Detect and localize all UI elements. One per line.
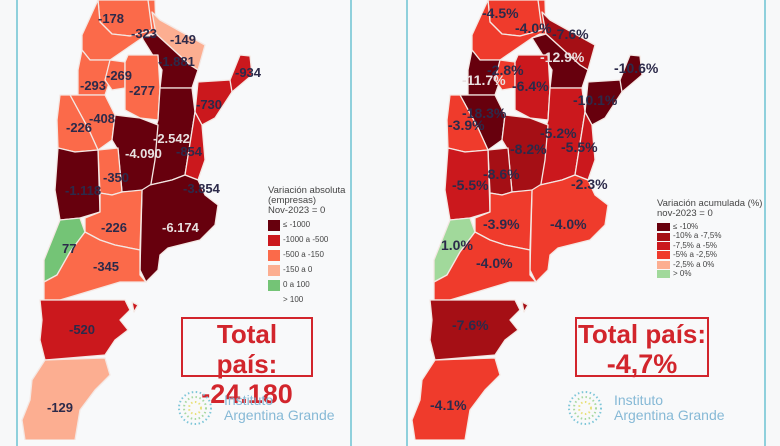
label-caba: -3.854 [183, 181, 221, 196]
label-misiones: -934 [235, 65, 262, 80]
legend-item: -7,5% a -5% [657, 241, 762, 250]
logo-dots-icon [568, 391, 602, 425]
legend-item: -150 a 0 [268, 264, 345, 276]
logo-line2: Argentina Grande [224, 407, 335, 423]
label-caba-pct: -2.3% [571, 176, 608, 192]
legend-item: -10% a -7,5% [657, 231, 762, 241]
label-santiago-pct: -6.4% [512, 78, 549, 94]
label-tucuman-pct: -2.8% [487, 62, 524, 78]
total-value: -4,7% [606, 349, 678, 379]
label-corrientes-pct: -10.1% [573, 92, 618, 108]
legend-title-line1: Variación acumulada (%) [657, 198, 763, 209]
legend-cumulative: Variación acumulada (%) nov-2023 = 0 ≤ -… [657, 198, 763, 279]
total-box-cumulative: Total país: -4,7% [575, 317, 709, 379]
label-larioja: -408 [89, 111, 115, 126]
total-label: Total país: [577, 319, 707, 349]
label-chubut-pct: -7.6% [452, 317, 489, 333]
legend-item: -5% a -2,5% [657, 250, 762, 260]
total-value: -24.180 [201, 379, 293, 409]
region-santacruz [21, 357, 111, 440]
label-chaco-pct: -12.9% [540, 49, 585, 65]
region-chubut [39, 299, 131, 361]
map-absolute-variation: -178 -323 -149 -1.881 -934 -293 -269 -27… [21, 0, 262, 440]
label-formosa-pct: -7.6% [552, 26, 589, 42]
label-chaco: -1.881 [158, 54, 195, 69]
label-jujuy: -178 [98, 11, 124, 26]
legend-item: -500 a -150 [268, 249, 345, 261]
total-label: Total país: [216, 319, 278, 379]
label-cordoba-pct: -8.2% [510, 141, 547, 157]
label-entrerios-pct: -5.5% [561, 139, 598, 155]
label-sanjuan: -226 [66, 120, 92, 135]
region-santiago [124, 54, 161, 121]
label-cordoba: -4.090 [125, 146, 162, 161]
label-misiones-pct: -10.6% [614, 60, 659, 76]
legend-title-line2: nov-2023 = 0 [657, 207, 713, 219]
label-santacruz: -129 [47, 400, 73, 415]
logo-left: Instituto Argentina Grande [176, 388, 335, 428]
label-sanjuan-pct: -3.9% [448, 117, 485, 133]
region-buenosaires [139, 174, 219, 283]
legend-item: 0 a 100 [268, 279, 345, 291]
legend-title-line2: (empresas) [268, 194, 317, 206]
logo-right: Instituto Argentina Grande [566, 388, 725, 428]
region-entrerios [184, 111, 206, 181]
region-tucuman [104, 59, 126, 91]
legend-item: -1000 a -500 [268, 234, 345, 246]
logo-line1: Instituto [614, 392, 664, 408]
label-santiago: -277 [129, 83, 155, 98]
label-sanluis: -350 [103, 170, 129, 185]
region-mendoza [54, 147, 101, 221]
label-santafe: -2.542 [153, 131, 190, 146]
label-entrerios: -854 [176, 144, 203, 159]
label-buenosaires-pct: -4.0% [550, 216, 587, 232]
logo-line1: Instituto [224, 392, 274, 408]
label-rionegro-pct: -4.0% [476, 255, 513, 271]
label-salta-pct: -4.0% [515, 20, 552, 36]
label-catamarca-pct: -11.7% [462, 72, 506, 88]
legend-item: -2,5% a 0% [657, 260, 762, 269]
label-rionegro: -345 [93, 259, 119, 274]
label-buenosaires: -6.174 [162, 220, 200, 235]
legend-item: > 0% [657, 269, 762, 279]
label-chubut: -520 [69, 322, 95, 337]
total-box-absolute: Total país: -24.180 [181, 317, 313, 409]
label-tucuman: -269 [106, 68, 132, 83]
label-corrientes: -730 [196, 97, 222, 112]
label-neuquen-pct: 1.0% [441, 237, 473, 253]
label-lapampa: -226 [101, 220, 127, 235]
label-mendoza: -1.118 [65, 183, 101, 198]
map-cumulative-variation: -4.5% -4.0% -7.6% -12.9% -10.6% -2.8% -1… [411, 0, 659, 440]
label-catamarca: -293 [80, 78, 106, 93]
label-sanluis-pct: -8.6% [483, 166, 520, 182]
label-jujuy-pct: -4.5% [482, 5, 519, 21]
label-santafe-pct: -5.2% [540, 125, 577, 141]
logo-line2: Argentina Grande [614, 407, 725, 423]
label-lapampa-pct: -3.9% [483, 216, 520, 232]
legend-title-line3: Nov-2023 = 0 [268, 204, 326, 216]
legend-item: > 100 [283, 295, 304, 305]
label-santacruz-pct: -4.1% [430, 397, 467, 413]
logo-dots-icon [178, 391, 212, 425]
label-larioja-pct: -18.3% [462, 105, 507, 121]
label-mendoza-pct: -5.5% [452, 177, 489, 193]
legend-absolute: Variación absoluta (empresas) Nov-2023 =… [268, 186, 345, 306]
label-salta: -323 [131, 26, 157, 41]
region-rionegro [43, 231, 147, 301]
legend-item: ≤ -1000 [268, 219, 345, 231]
legend-title-line1: Variación absoluta [268, 185, 346, 196]
label-neuquen: 77 [62, 241, 76, 256]
legend-item: ≤ -10% [657, 222, 762, 232]
label-formosa: -149 [170, 32, 196, 47]
